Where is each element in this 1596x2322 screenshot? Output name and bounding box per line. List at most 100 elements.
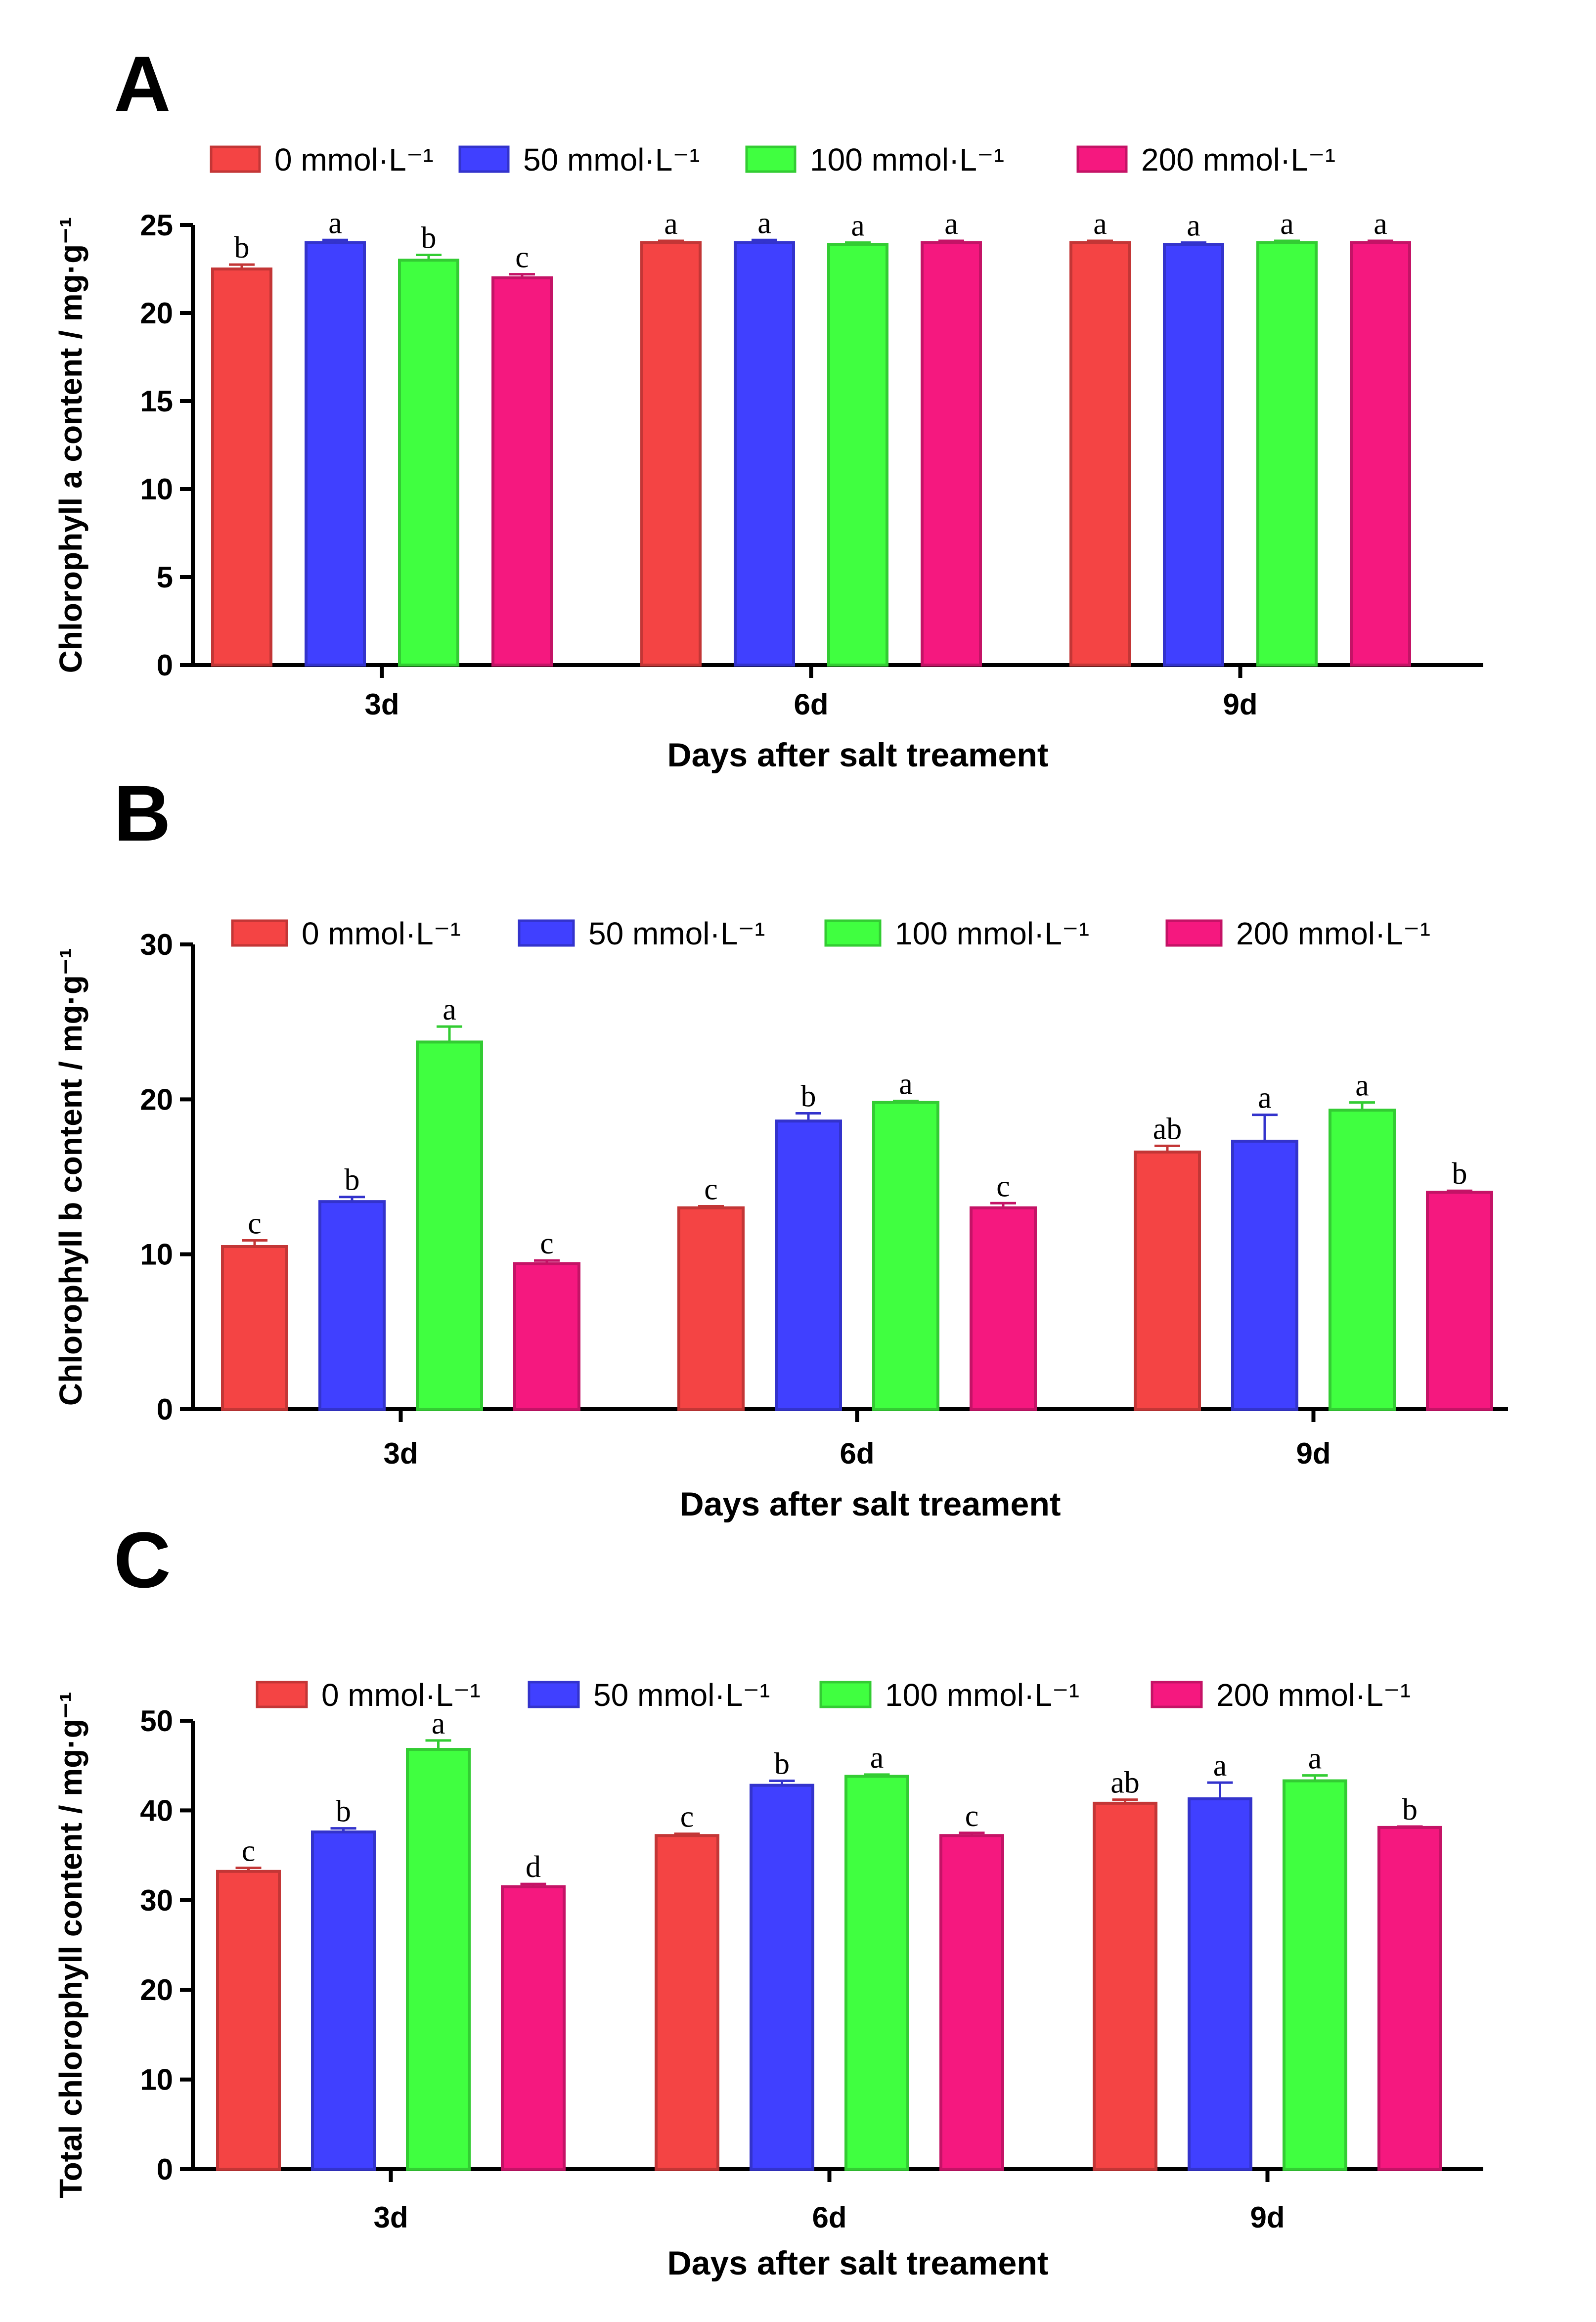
legend-label: 0 mmol·L⁻¹ <box>274 142 434 178</box>
legend-swatch <box>1151 1681 1203 1708</box>
significance-letter: b <box>345 1163 360 1197</box>
x-axis-label: Days after salt treament <box>667 2244 1048 2282</box>
bar <box>844 1775 909 2171</box>
x-tick-label: 6d <box>794 688 828 721</box>
y-tick-label: 20 <box>140 1973 173 2007</box>
significance-letter: a <box>851 209 865 243</box>
chart-panel-c: C 0 10 20 30 40 50 Total chlorophyll content / … <box>53 1516 1483 2282</box>
significance-letter: a <box>1093 207 1107 241</box>
x-tick-label: 3d <box>383 1437 418 1470</box>
bar <box>1256 241 1318 667</box>
x-axis-label: Days after salt treament <box>667 736 1048 774</box>
legend-swatch <box>819 1681 872 1708</box>
x-tick-label: 6d <box>812 2201 846 2234</box>
bar <box>398 259 459 667</box>
chart-panel-a: A 0 5 10 15 20 25 Chlorophyll a content / mg·g⁻… <box>53 40 1483 774</box>
legend-swatch <box>518 919 575 947</box>
significance-letter: a <box>870 1741 884 1775</box>
bar <box>1188 1797 1252 2171</box>
significance-letter: a <box>443 993 456 1027</box>
x-tick-label: 3d <box>373 2201 408 2234</box>
bar <box>1377 1826 1442 2171</box>
significance-letter: c <box>996 1169 1010 1203</box>
y-tick-label: 5 <box>157 561 173 594</box>
bar <box>221 1245 288 1411</box>
significance-letter: c <box>540 1227 554 1260</box>
bar <box>970 1206 1037 1411</box>
bar <box>416 1040 483 1411</box>
bar <box>1093 1801 1157 2171</box>
legend-swatch <box>824 919 882 947</box>
y-tick-label: 10 <box>140 473 173 506</box>
y-tick-label: 40 <box>140 1794 173 1827</box>
significance-letter: b <box>421 222 437 255</box>
significance-letter: a <box>1280 207 1294 241</box>
y-axis-label: Total chlorophyll content / mg·g⁻¹ <box>53 1692 89 2198</box>
legend-label: 200 mmol·L⁻¹ <box>1141 142 1335 178</box>
significance-letter: a <box>664 207 678 241</box>
legend-label: 50 mmol·L⁻¹ <box>593 1677 770 1713</box>
significance-letter: a <box>757 206 771 240</box>
y-tick-label: 20 <box>140 1083 173 1116</box>
bar <box>872 1101 939 1411</box>
bar <box>677 1206 745 1411</box>
bar <box>1350 241 1411 667</box>
significance-letter: b <box>801 1080 816 1114</box>
significance-letter: a <box>1187 209 1200 243</box>
legend-label: 100 mmol·L⁻¹ <box>885 1677 1079 1713</box>
bar <box>216 1870 281 2171</box>
significance-letter: a <box>944 207 958 241</box>
bar <box>939 1834 1004 2171</box>
y-axis-label: Chlorophyll a content / mg·g⁻¹ <box>53 217 89 673</box>
legend-label: 0 mmol·L⁻¹ <box>321 1677 481 1713</box>
y-tick-label: 0 <box>157 649 173 682</box>
bar <box>211 268 272 667</box>
x-tick-label: 9d <box>1250 2201 1285 2234</box>
significance-letter: c <box>248 1206 262 1240</box>
y-tick-label: 30 <box>140 1884 173 1917</box>
legend-swatch <box>256 1681 308 1708</box>
legend-swatch <box>745 145 797 173</box>
y-tick-label: 30 <box>140 928 173 961</box>
bar <box>1329 1109 1396 1411</box>
significance-letter: b <box>1402 1793 1418 1827</box>
significance-letter: d <box>526 1850 541 1884</box>
significance-letter: c <box>680 1800 694 1834</box>
y-tick-label: 50 <box>140 1704 173 1738</box>
legend-swatch <box>458 145 510 173</box>
bar <box>827 243 888 667</box>
bar <box>1163 243 1224 667</box>
legend-swatch <box>210 145 261 173</box>
significance-letter: a <box>328 206 342 240</box>
legend-swatch <box>1165 919 1223 947</box>
significance-letter: ab <box>1110 1766 1140 1800</box>
significance-letter: a <box>1258 1081 1272 1115</box>
x-tick-label: 3d <box>364 688 399 721</box>
bar <box>734 241 795 667</box>
legend-swatch <box>1076 145 1128 173</box>
bar <box>750 1784 814 2171</box>
significance-letter: c <box>965 1799 979 1833</box>
significance-letter: ab <box>1153 1112 1182 1146</box>
bar <box>311 1830 376 2171</box>
bar <box>775 1119 842 1411</box>
bar <box>1231 1139 1298 1411</box>
bar <box>921 241 982 667</box>
y-tick-label: 25 <box>140 209 173 242</box>
y-tick-label: 10 <box>140 2063 173 2097</box>
legend-swatch <box>528 1681 580 1708</box>
legend-swatch <box>231 919 288 947</box>
significance-letter: b <box>336 1795 351 1829</box>
legend-label: 100 mmol·L⁻¹ <box>810 142 1004 178</box>
legend-label: 50 mmol·L⁻¹ <box>523 142 700 178</box>
bar <box>1134 1150 1201 1411</box>
legend-label: 50 mmol·L⁻¹ <box>588 916 765 951</box>
y-tick-label: 20 <box>140 297 173 330</box>
significance-letter: c <box>704 1173 718 1206</box>
chart-panel-b: B 0 10 20 30 Chlorophyll b content / mg·g⁻¹ Da… <box>53 769 1508 1523</box>
significance-letter: a <box>1355 1069 1369 1103</box>
significance-letter: a <box>1374 207 1387 241</box>
legend-label: 200 mmol·L⁻¹ <box>1216 1677 1411 1713</box>
bar <box>640 241 702 667</box>
